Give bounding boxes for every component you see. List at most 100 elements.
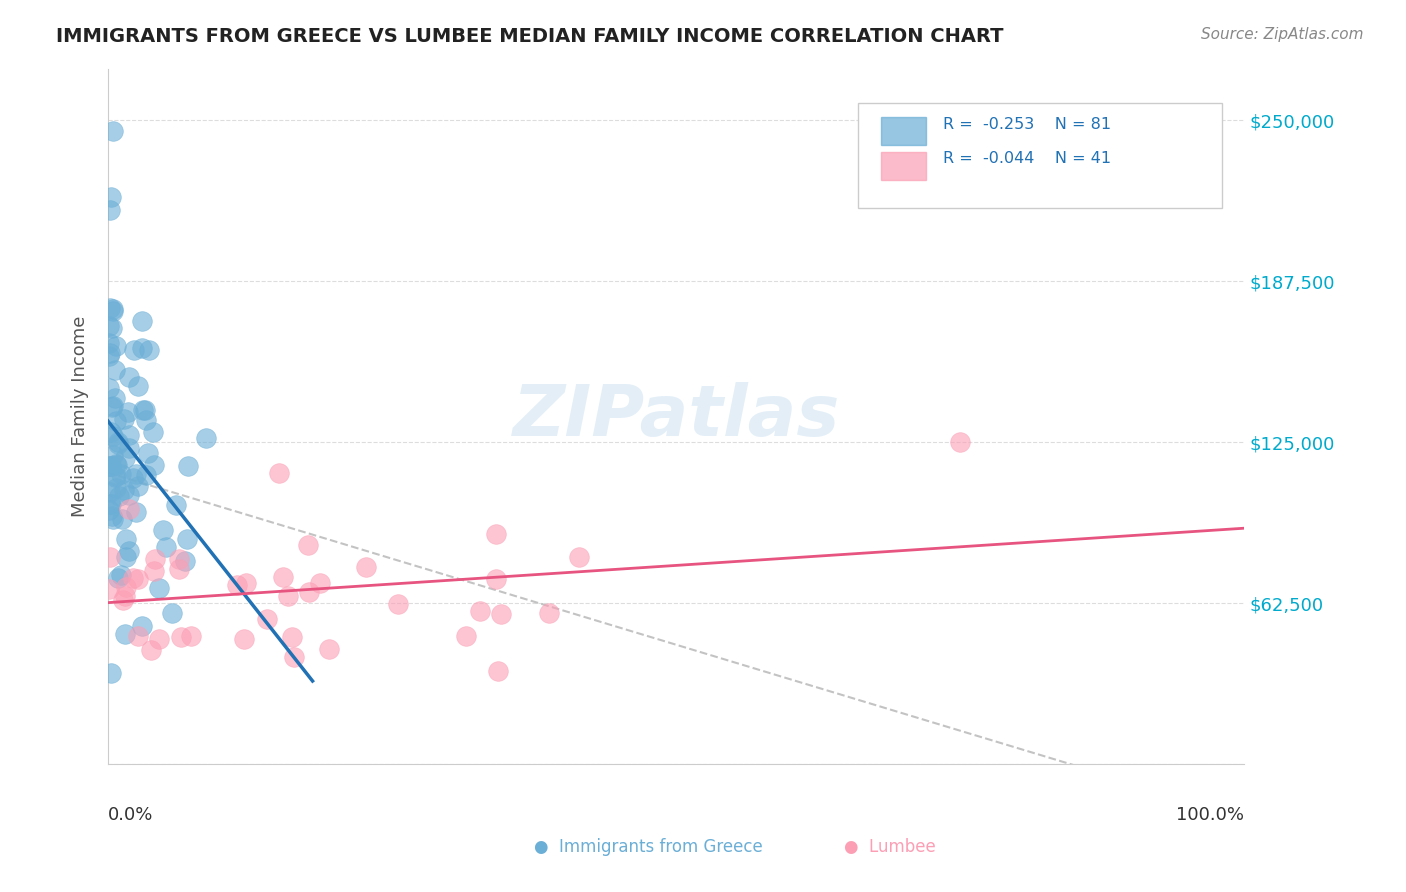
Point <box>281 630 304 644</box>
Point <box>110 467 132 481</box>
Point <box>485 572 508 586</box>
Point <box>143 552 166 566</box>
Text: Source: ZipAtlas.com: Source: ZipAtlas.com <box>1201 27 1364 42</box>
Point <box>101 511 124 525</box>
Point <box>387 597 409 611</box>
Point <box>949 435 972 450</box>
Point <box>135 412 157 426</box>
Point <box>101 303 124 318</box>
Point <box>104 391 127 405</box>
Point <box>115 532 138 546</box>
Text: IMMIGRANTS FROM GREECE VS LUMBEE MEDIAN FAMILY INCOME CORRELATION CHART: IMMIGRANTS FROM GREECE VS LUMBEE MEDIAN … <box>56 27 1004 45</box>
Point <box>98 203 121 218</box>
Point <box>98 349 121 363</box>
Point <box>122 571 145 585</box>
Point <box>283 649 305 664</box>
Point <box>143 564 166 578</box>
Point <box>180 629 202 643</box>
Point <box>235 575 257 590</box>
Point <box>98 336 121 351</box>
Point <box>98 582 121 596</box>
Point <box>135 467 157 482</box>
Point <box>309 575 332 590</box>
Point <box>107 571 129 585</box>
Text: ZIPatlas: ZIPatlas <box>513 382 839 450</box>
Point <box>98 484 121 499</box>
Point <box>127 379 149 393</box>
Point <box>105 414 128 428</box>
Point <box>111 512 134 526</box>
Point <box>131 619 153 633</box>
Point <box>105 457 128 471</box>
Point <box>118 428 141 442</box>
Point <box>132 402 155 417</box>
Text: R =  -0.253    N = 81: R = -0.253 N = 81 <box>943 117 1111 132</box>
Point <box>98 459 121 474</box>
Point <box>101 321 124 335</box>
Point <box>104 481 127 495</box>
Point <box>141 643 163 657</box>
Point <box>108 489 131 503</box>
Point <box>100 425 122 440</box>
Point <box>127 572 149 586</box>
Point <box>131 314 153 328</box>
Point <box>131 341 153 355</box>
Point <box>125 467 148 482</box>
Point <box>176 532 198 546</box>
Point <box>118 544 141 558</box>
Point <box>152 523 174 537</box>
Point <box>134 402 156 417</box>
Point <box>318 642 340 657</box>
Point <box>195 432 218 446</box>
Text: ●  Immigrants from Greece: ● Immigrants from Greece <box>534 838 763 856</box>
Point <box>101 448 124 462</box>
Point <box>118 487 141 501</box>
Point <box>111 593 134 607</box>
Point <box>101 428 124 442</box>
Point <box>567 550 589 565</box>
Point <box>98 381 121 395</box>
Point <box>114 450 136 465</box>
Point <box>165 499 187 513</box>
Point <box>173 554 195 568</box>
Y-axis label: Median Family Income: Median Family Income <box>72 316 89 517</box>
Point <box>118 370 141 384</box>
Point <box>104 339 127 353</box>
Point <box>170 631 193 645</box>
Point <box>105 458 128 472</box>
Point <box>98 319 121 334</box>
Point <box>100 497 122 511</box>
Point <box>104 470 127 484</box>
Text: R =  -0.044    N = 41: R = -0.044 N = 41 <box>943 152 1111 167</box>
Point <box>98 503 121 517</box>
Point <box>98 458 121 473</box>
Point <box>454 629 477 643</box>
Point <box>486 665 509 679</box>
Point <box>115 580 138 594</box>
Point <box>537 606 560 620</box>
Point <box>232 632 254 647</box>
Point <box>98 497 121 511</box>
Point <box>117 405 139 419</box>
Point <box>101 301 124 316</box>
Bar <box>880 152 927 180</box>
Point <box>107 435 129 450</box>
Point <box>136 446 159 460</box>
Point <box>267 466 290 480</box>
Point <box>121 471 143 485</box>
Point <box>103 399 125 413</box>
Point <box>117 502 139 516</box>
Point <box>114 627 136 641</box>
FancyBboxPatch shape <box>858 103 1222 208</box>
Point <box>104 363 127 377</box>
Point <box>160 606 183 620</box>
Point <box>167 561 190 575</box>
Point <box>112 412 135 426</box>
Point <box>298 585 321 599</box>
Point <box>167 552 190 566</box>
Point <box>107 436 129 450</box>
Point <box>142 458 165 472</box>
Point <box>138 343 160 357</box>
Point <box>354 559 377 574</box>
Point <box>98 301 121 315</box>
